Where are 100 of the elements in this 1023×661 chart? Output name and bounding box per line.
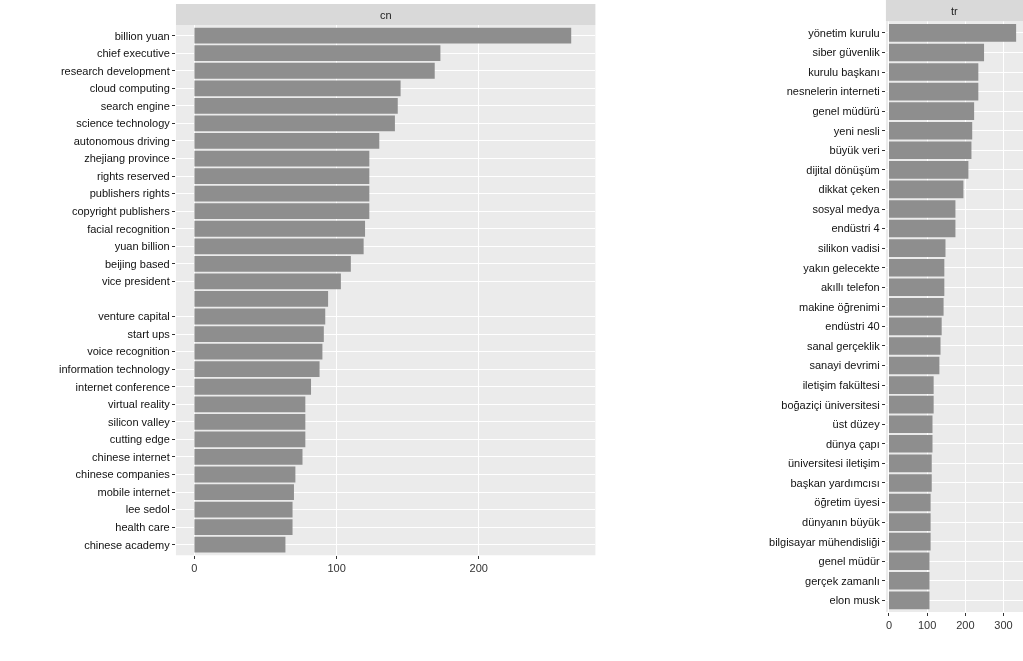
- y-tick-label: sosyal medya: [812, 202, 881, 215]
- y-tick-label: üniversitesi iletişim: [788, 457, 880, 470]
- bar: [194, 133, 380, 149]
- bar: [888, 180, 964, 199]
- y-tick-label: science technology: [76, 117, 171, 130]
- y-tick-label: internet conference: [75, 380, 170, 393]
- bar: [888, 298, 944, 316]
- bar: [888, 571, 930, 590]
- y-tick-label: chinese academy: [84, 538, 171, 551]
- x-tick-label: 0: [885, 619, 893, 632]
- y-tick-label: elon musk: [829, 594, 881, 607]
- bar: [194, 466, 296, 483]
- y-tick-label: search engine: [100, 99, 170, 112]
- y-tick-label: yeni nesli: [833, 124, 880, 137]
- y-tick-label: yuan billion: [114, 240, 170, 253]
- bar: [888, 474, 932, 492]
- y-tick-label: genel müdür: [818, 555, 881, 568]
- y-tick-label: makine öğrenimi: [799, 300, 880, 313]
- bar: [888, 239, 946, 257]
- y-tick-label: publishers rights: [89, 187, 171, 200]
- y-tick-label: chief executive: [96, 47, 170, 60]
- bar: [194, 150, 370, 167]
- y-tick-label: silikon vadisi: [817, 241, 880, 254]
- bar: [194, 115, 395, 132]
- x-tick-label: 100: [917, 619, 937, 632]
- y-tick-label: information technology: [59, 363, 171, 376]
- y-tick-label: lee sedol: [125, 503, 170, 516]
- y-tick-label: cloud computing: [89, 82, 170, 95]
- bar: [888, 532, 931, 551]
- bar: [194, 168, 370, 184]
- bar: [194, 519, 293, 536]
- chart-title: tr: [951, 5, 959, 17]
- bar: [888, 356, 940, 375]
- y-tick-label: sanayi devrimi: [809, 359, 880, 372]
- y-tick-label: endüstri 40: [825, 320, 880, 333]
- bar: [888, 454, 932, 473]
- y-tick-label: yakın gelecekte: [803, 261, 880, 274]
- bar: [888, 200, 956, 218]
- bar: [194, 449, 303, 465]
- bar: [888, 552, 930, 571]
- y-tick-label: vice president: [101, 275, 170, 288]
- y-tick-label: chinese internet: [92, 450, 170, 463]
- y-tick-label: siber güvenlik: [812, 46, 881, 59]
- y-tick-label: dijital dönüşüm: [806, 163, 880, 176]
- y-tick-label: cutting edge: [109, 433, 170, 446]
- bar: [888, 337, 941, 355]
- y-tick-label: health care: [115, 521, 170, 534]
- y-tick-label: chinese companies: [75, 468, 171, 481]
- bar: [888, 376, 934, 394]
- y-tick-label: venture capital: [98, 310, 170, 323]
- x-tick-label: 300: [994, 619, 1013, 632]
- bar: [888, 43, 985, 62]
- bar: [194, 501, 293, 518]
- y-tick-label: kurulu başkanı: [808, 65, 880, 78]
- y-tick-label: mobile internet: [97, 485, 170, 498]
- bar: [888, 395, 934, 414]
- bar: [888, 513, 931, 531]
- y-tick-label: boğaziçi üniversitesi: [781, 398, 880, 411]
- bar: [194, 291, 329, 307]
- y-tick-label: iletişim fakültesi: [802, 378, 880, 391]
- y-tick-label: billion yuan: [114, 29, 170, 42]
- y-tick-label: dünya çapı: [825, 437, 880, 450]
- y-tick-label: research development: [60, 64, 170, 77]
- y-tick-label: genel müdürü: [812, 105, 880, 118]
- y-tick-label: dikkat çeken: [818, 183, 880, 196]
- y-tick-label: bilgisayar mühendisliği: [769, 535, 880, 548]
- y-tick-label: zhejiang province: [84, 152, 170, 165]
- bar: [194, 484, 294, 500]
- y-tick-label: nesnelerin interneti: [786, 85, 880, 98]
- y-tick-label: silicon valley: [108, 415, 171, 428]
- bar: [888, 219, 956, 238]
- y-tick-label: copyright publishers: [71, 205, 171, 218]
- y-tick-label: yönetim kurulu: [808, 26, 880, 39]
- bar: [888, 82, 979, 101]
- y-tick-label: gerçek zamanlı: [805, 574, 880, 587]
- x-tick-label: 200: [469, 562, 488, 575]
- y-tick-label: virtual reality: [108, 398, 171, 411]
- y-tick-label: üst düzey: [832, 418, 881, 431]
- y-tick-label: autonomous driving: [73, 134, 170, 147]
- bar: [888, 591, 930, 610]
- y-tick-label: sanal gerçeklik: [806, 339, 881, 352]
- y-tick-label: büyük veri: [829, 144, 880, 157]
- bar: [194, 308, 326, 325]
- bar: [194, 536, 286, 553]
- chart-title: cn: [380, 9, 392, 21]
- bar: [888, 493, 931, 512]
- y-tick-label: rights reserved: [96, 169, 170, 182]
- y-tick-label: voice recognition: [87, 345, 170, 358]
- y-tick-label: start ups: [127, 327, 171, 340]
- bar: [194, 326, 324, 342]
- y-tick-label: başkan yardımcısı: [790, 476, 880, 489]
- x-tick-label: 200: [956, 619, 975, 632]
- y-tick-label: endüstri 4: [831, 222, 880, 235]
- bar: [888, 415, 933, 434]
- y-tick-label: öğretim üyesi: [814, 496, 880, 509]
- x-tick-label: 0: [191, 562, 198, 575]
- x-tick-label: 100: [327, 562, 346, 575]
- bar: [888, 102, 975, 120]
- y-tick-label: dünyanın büyük: [802, 515, 881, 528]
- bar: [888, 63, 979, 81]
